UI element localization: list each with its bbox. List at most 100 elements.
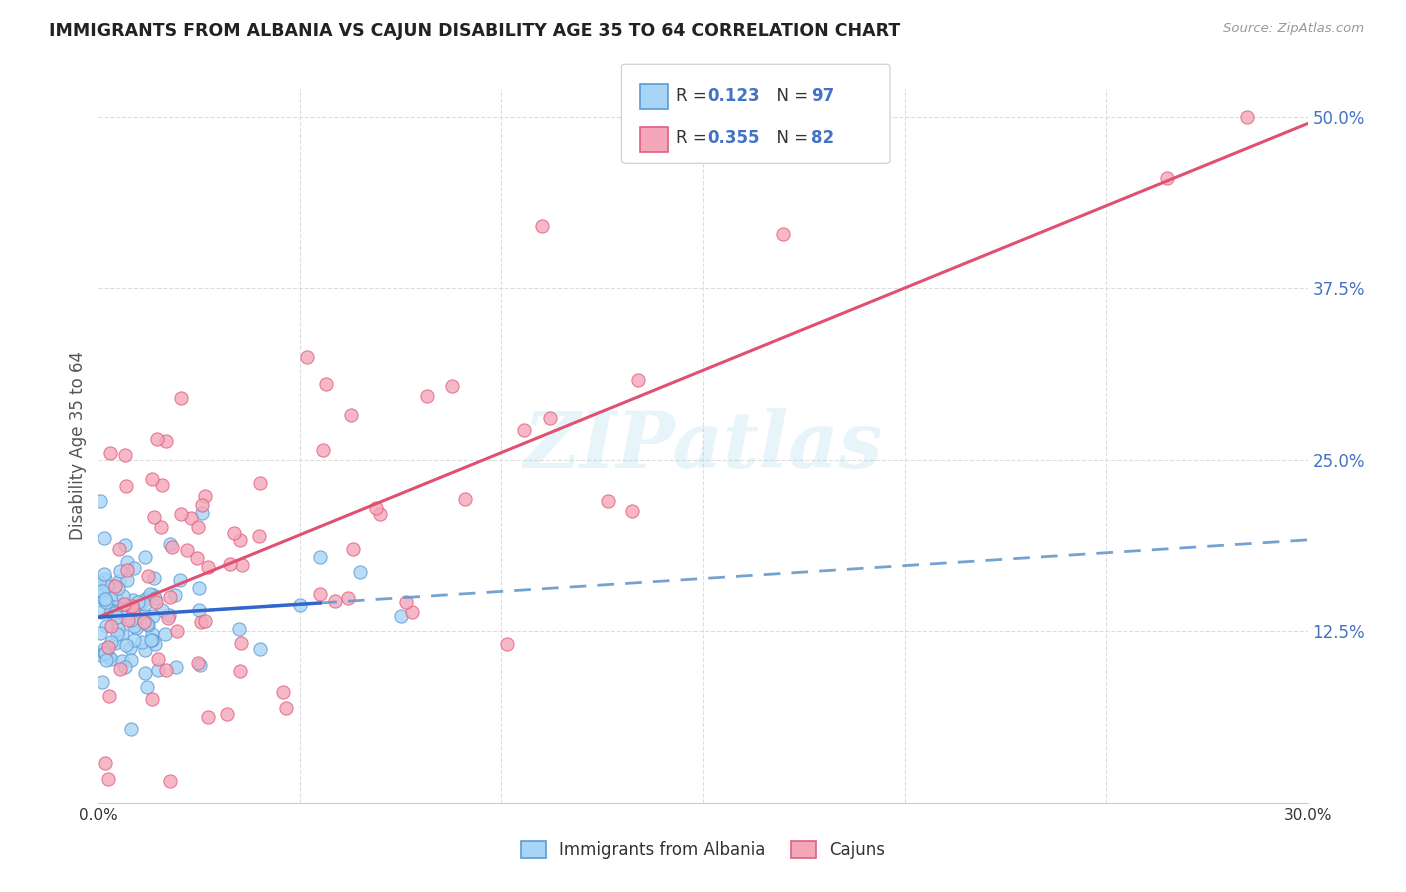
Point <box>152 603 174 617</box>
Point <box>145 591 167 606</box>
Point <box>132 593 155 607</box>
Point <box>141 609 163 624</box>
Point <box>94 595 117 609</box>
Point <box>115 555 138 569</box>
Point <box>90 578 112 592</box>
Point <box>114 448 136 462</box>
Point <box>627 373 650 387</box>
Point <box>98 689 121 703</box>
Point <box>339 408 361 422</box>
Point <box>108 574 131 589</box>
Point <box>134 665 156 680</box>
Point <box>90 605 112 619</box>
Point <box>93 572 115 586</box>
Point <box>93 531 115 545</box>
Point <box>91 584 114 599</box>
Text: N =: N = <box>766 87 814 104</box>
Point <box>169 574 191 588</box>
Legend: Immigrants from Albania, Cajuns: Immigrants from Albania, Cajuns <box>515 834 891 866</box>
Point <box>114 608 136 623</box>
Point <box>160 540 183 554</box>
Point <box>122 603 145 617</box>
Point <box>112 589 135 603</box>
Point <box>93 642 115 657</box>
Point <box>89 494 111 508</box>
Point <box>336 591 359 605</box>
Point <box>297 351 319 365</box>
Point <box>100 619 122 633</box>
Point <box>231 636 253 650</box>
Point <box>89 584 111 599</box>
Point <box>180 511 202 525</box>
Point <box>97 772 120 786</box>
Point <box>228 533 250 548</box>
Point <box>134 549 156 564</box>
Point <box>169 391 191 405</box>
Point <box>187 519 209 533</box>
Point <box>122 618 145 632</box>
Point <box>188 657 211 672</box>
Point <box>155 434 177 448</box>
Point <box>191 507 214 521</box>
Point <box>142 588 165 602</box>
Point <box>188 603 211 617</box>
Point <box>271 684 294 698</box>
Point <box>389 608 412 623</box>
Point <box>231 558 253 573</box>
Point <box>142 509 165 524</box>
Point <box>104 587 127 601</box>
Point <box>197 710 219 724</box>
Point <box>170 507 193 521</box>
Point <box>96 653 118 667</box>
Point <box>104 579 127 593</box>
Point <box>134 597 156 611</box>
Point <box>94 591 117 606</box>
Point <box>141 632 163 647</box>
Point <box>309 587 332 601</box>
Point <box>111 626 134 640</box>
Point <box>108 542 131 557</box>
Point <box>115 638 138 652</box>
Point <box>97 649 120 664</box>
Point <box>538 411 561 425</box>
Point <box>249 475 271 490</box>
Point <box>142 571 165 585</box>
Point <box>141 692 163 706</box>
Point <box>87 575 110 590</box>
Point <box>1156 171 1178 186</box>
Point <box>157 608 180 623</box>
Point <box>150 478 173 492</box>
Point <box>114 479 136 493</box>
Point <box>134 607 156 622</box>
Point <box>145 594 167 608</box>
Point <box>105 592 128 607</box>
Point <box>157 611 180 625</box>
Point <box>176 543 198 558</box>
Point <box>115 573 138 587</box>
Point <box>107 622 129 636</box>
Point <box>93 646 115 660</box>
Point <box>121 599 143 613</box>
Point <box>108 564 131 578</box>
Point <box>596 494 619 508</box>
Point <box>104 591 127 605</box>
Point <box>309 550 332 565</box>
Point <box>138 587 160 601</box>
Point <box>104 606 127 620</box>
Point <box>98 605 121 619</box>
Point <box>134 615 156 629</box>
Point <box>117 613 139 627</box>
Point <box>364 501 387 516</box>
Point <box>115 599 138 613</box>
Point <box>197 560 219 574</box>
Point <box>190 615 212 630</box>
Point <box>96 579 118 593</box>
Point <box>131 635 153 649</box>
Point <box>93 593 115 607</box>
Point <box>312 443 335 458</box>
Point <box>288 599 311 613</box>
Point <box>143 637 166 651</box>
Point <box>141 632 163 647</box>
Point <box>136 618 159 632</box>
Point <box>94 756 117 771</box>
